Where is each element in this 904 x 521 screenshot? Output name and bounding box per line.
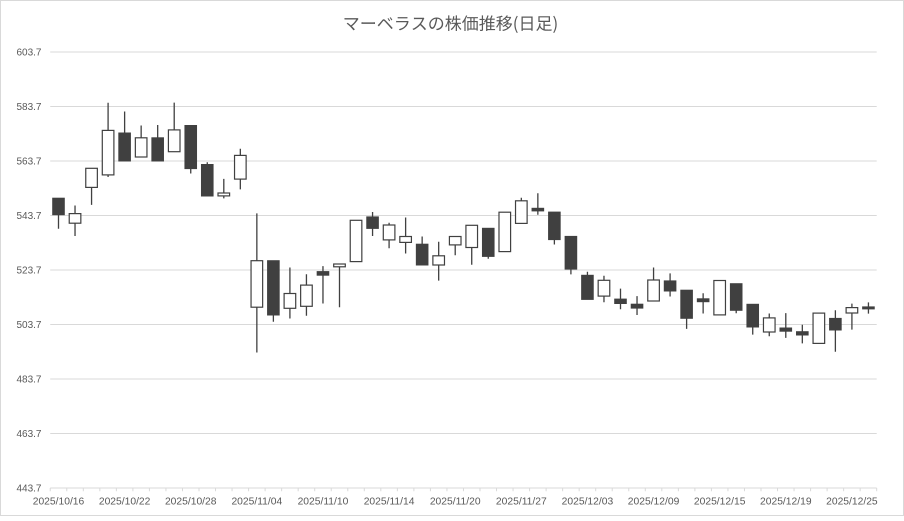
svg-text:483.7: 483.7 bbox=[16, 375, 41, 386]
svg-text:503.7: 503.7 bbox=[16, 320, 41, 331]
svg-text:2025/12/15: 2025/12/15 bbox=[694, 497, 746, 508]
svg-text:2025/12/03: 2025/12/03 bbox=[562, 497, 614, 508]
svg-text:523.7: 523.7 bbox=[16, 266, 41, 277]
svg-text:2025/11/20: 2025/11/20 bbox=[430, 497, 481, 508]
svg-text:583.7: 583.7 bbox=[16, 102, 41, 113]
svg-text:543.7: 543.7 bbox=[16, 211, 41, 222]
svg-text:2025/10/16: 2025/10/16 bbox=[33, 497, 85, 508]
svg-text:463.7: 463.7 bbox=[16, 429, 41, 440]
svg-text:2025/10/22: 2025/10/22 bbox=[99, 497, 151, 508]
svg-text:2025/12/09: 2025/12/09 bbox=[628, 497, 680, 508]
svg-text:563.7: 563.7 bbox=[16, 157, 41, 168]
svg-text:2025/11/14: 2025/11/14 bbox=[364, 497, 415, 508]
svg-text:2025/12/19: 2025/12/19 bbox=[760, 497, 812, 508]
svg-text:443.7: 443.7 bbox=[16, 484, 41, 495]
svg-text:2025/11/04: 2025/11/04 bbox=[231, 497, 282, 508]
svg-text:603.7: 603.7 bbox=[16, 48, 41, 59]
svg-text:2025/12/25: 2025/12/25 bbox=[826, 497, 878, 508]
svg-text:2025/10/28: 2025/10/28 bbox=[165, 497, 217, 508]
svg-text:2025/11/27: 2025/11/27 bbox=[496, 497, 547, 508]
svg-text:2025/11/10: 2025/11/10 bbox=[298, 497, 349, 508]
